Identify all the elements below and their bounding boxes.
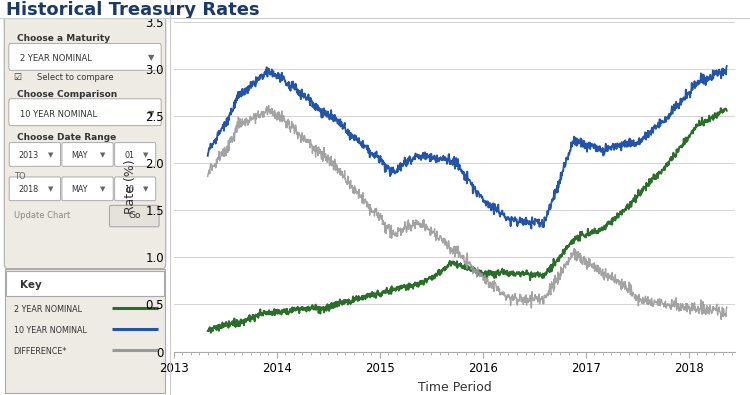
Text: ▼: ▼ — [142, 186, 148, 193]
Text: TO: TO — [13, 171, 26, 181]
Text: Key: Key — [20, 280, 42, 290]
Text: ▼: ▼ — [47, 186, 53, 193]
Text: Select to compare: Select to compare — [38, 73, 114, 82]
FancyBboxPatch shape — [115, 177, 156, 201]
Text: ▼: ▼ — [142, 152, 148, 158]
FancyBboxPatch shape — [110, 205, 159, 227]
Text: ▼: ▼ — [148, 53, 154, 62]
Text: Choose Comparison: Choose Comparison — [17, 90, 117, 99]
Text: DIFFERENCE*: DIFFERENCE* — [13, 347, 67, 356]
FancyBboxPatch shape — [115, 143, 156, 166]
Text: Choose a Maturity: Choose a Maturity — [17, 34, 110, 43]
Text: 2 YEAR NOMINAL: 2 YEAR NOMINAL — [20, 54, 92, 63]
Text: 10 YEAR NOMINAL: 10 YEAR NOMINAL — [20, 109, 98, 118]
FancyBboxPatch shape — [6, 271, 164, 296]
FancyBboxPatch shape — [9, 143, 61, 166]
FancyBboxPatch shape — [9, 99, 161, 126]
Text: ▼: ▼ — [148, 109, 154, 118]
Text: MAY: MAY — [71, 151, 88, 160]
Text: Choose Date Range: Choose Date Range — [17, 133, 116, 142]
Text: Go: Go — [128, 211, 140, 220]
Text: 10: 10 — [124, 185, 134, 194]
FancyBboxPatch shape — [62, 143, 113, 166]
X-axis label: Time Period: Time Period — [418, 380, 491, 393]
Text: 2018: 2018 — [19, 185, 39, 194]
Text: ▼: ▼ — [100, 152, 106, 158]
FancyBboxPatch shape — [62, 177, 113, 201]
Text: Historical Treasury Rates: Historical Treasury Rates — [6, 1, 260, 19]
Text: 01: 01 — [124, 151, 134, 160]
FancyBboxPatch shape — [9, 177, 61, 201]
FancyBboxPatch shape — [9, 43, 161, 70]
Text: Update Chart: Update Chart — [13, 211, 70, 220]
Text: ▼: ▼ — [100, 186, 106, 193]
Text: 10 YEAR NOMINAL: 10 YEAR NOMINAL — [13, 326, 86, 335]
Text: ▼: ▼ — [47, 152, 53, 158]
Y-axis label: Rate (%): Rate (%) — [124, 160, 137, 214]
Text: 2013: 2013 — [19, 151, 39, 160]
FancyBboxPatch shape — [5, 269, 165, 393]
Text: ☑: ☑ — [13, 73, 22, 82]
Text: 2 YEAR NOMINAL: 2 YEAR NOMINAL — [13, 305, 82, 314]
FancyBboxPatch shape — [4, 12, 166, 269]
Text: MAY: MAY — [71, 185, 88, 194]
